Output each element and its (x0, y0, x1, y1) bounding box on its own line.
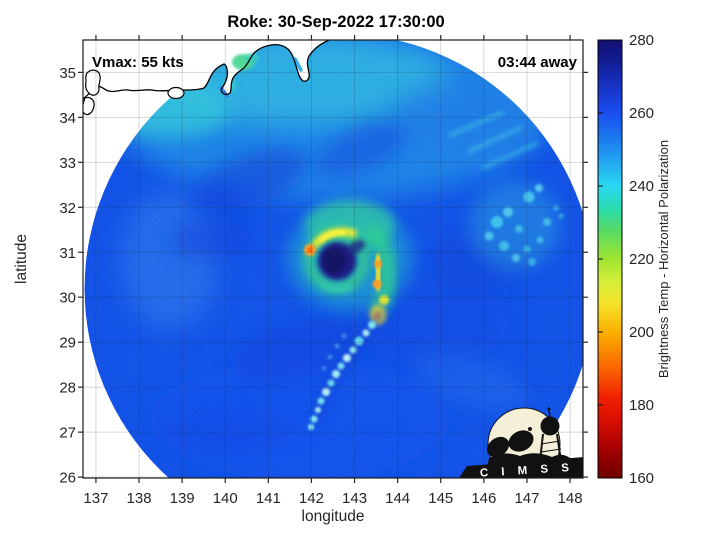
y-tick-label: 26 (59, 470, 76, 487)
x-tick-label: 146 (471, 490, 496, 507)
colorbar-tick-label: 260 (629, 105, 654, 122)
y-tick-label: 31 (59, 245, 76, 262)
y-tick-label: 32 (59, 200, 76, 217)
x-tick-label: 143 (342, 490, 367, 507)
y-tick-label: 33 (59, 155, 76, 172)
x-tick-label: 141 (256, 490, 281, 507)
y-tick-label: 29 (59, 335, 76, 352)
island (167, 86, 185, 100)
gridlines (83, 40, 583, 478)
y-tick-label: 28 (59, 380, 76, 397)
plot-border (82, 39, 584, 479)
sensor-noise (84, 40, 583, 478)
x-tick-label: 137 (83, 490, 108, 507)
colorbar-tick-label: 180 (629, 397, 654, 414)
colorbar-tick-label: 160 (629, 470, 654, 487)
colorbar-tick-label: 200 (629, 324, 654, 341)
y-axis-label: latitude (13, 234, 30, 284)
axis-ticks (78, 35, 588, 483)
island (85, 69, 101, 96)
colorbar-tick-label: 240 (629, 178, 654, 195)
japan-coastline (83, 40, 331, 116)
logo-text: C I M S S (480, 462, 575, 480)
island (83, 96, 95, 116)
logo-banner (459, 457, 583, 478)
x-tick-label: 147 (514, 490, 539, 507)
x-tick-label: 139 (170, 490, 195, 507)
time-offset-annotation: 03:44 away (498, 54, 578, 71)
satellite-dish-icon (508, 430, 534, 452)
colorbar-tick-label: 220 (629, 251, 654, 268)
x-tick-label: 144 (385, 490, 410, 507)
water-tower-icon (540, 416, 560, 436)
x-axis-label: longitude (302, 508, 365, 525)
colorbar: 160 180 200 220 240 260 280 Brightness Temp - … (597, 32, 671, 487)
y-tick-label: 27 (59, 425, 76, 442)
y-tick-label: 34 (59, 110, 76, 127)
colorbar-tick-labels: 160 180 200 220 240 260 280 (629, 32, 654, 487)
cimss-logo: C I M S S (459, 407, 583, 480)
vmax-annotation: Vmax: 55 kts (92, 54, 184, 71)
satellite-dish-icon (486, 436, 510, 458)
plot-area: C I M S S (83, 40, 583, 480)
x-tick-labels: 137 138 139 140 141 142 143 144 145 146 147 148 (83, 490, 582, 507)
x-tick-label: 140 (213, 490, 238, 507)
y-tick-label: 35 (59, 65, 76, 82)
colorbar-ticks (598, 39, 603, 479)
x-tick-label: 145 (428, 490, 453, 507)
x-tick-label: 148 (558, 490, 583, 507)
colorbar-label: Brightness Temp - Horizontal Polarizatio… (656, 140, 671, 378)
y-tick-labels: 26 27 28 29 30 31 32 33 34 35 (59, 65, 76, 487)
plot-title: Roke: 30-Sep-2022 17:30:00 (227, 13, 444, 31)
x-tick-label: 138 (127, 490, 152, 507)
y-tick-label: 30 (59, 290, 76, 307)
x-tick-label: 142 (299, 490, 324, 507)
microwave-swath (84, 40, 583, 478)
colorbar-tick-label: 280 (629, 32, 654, 49)
